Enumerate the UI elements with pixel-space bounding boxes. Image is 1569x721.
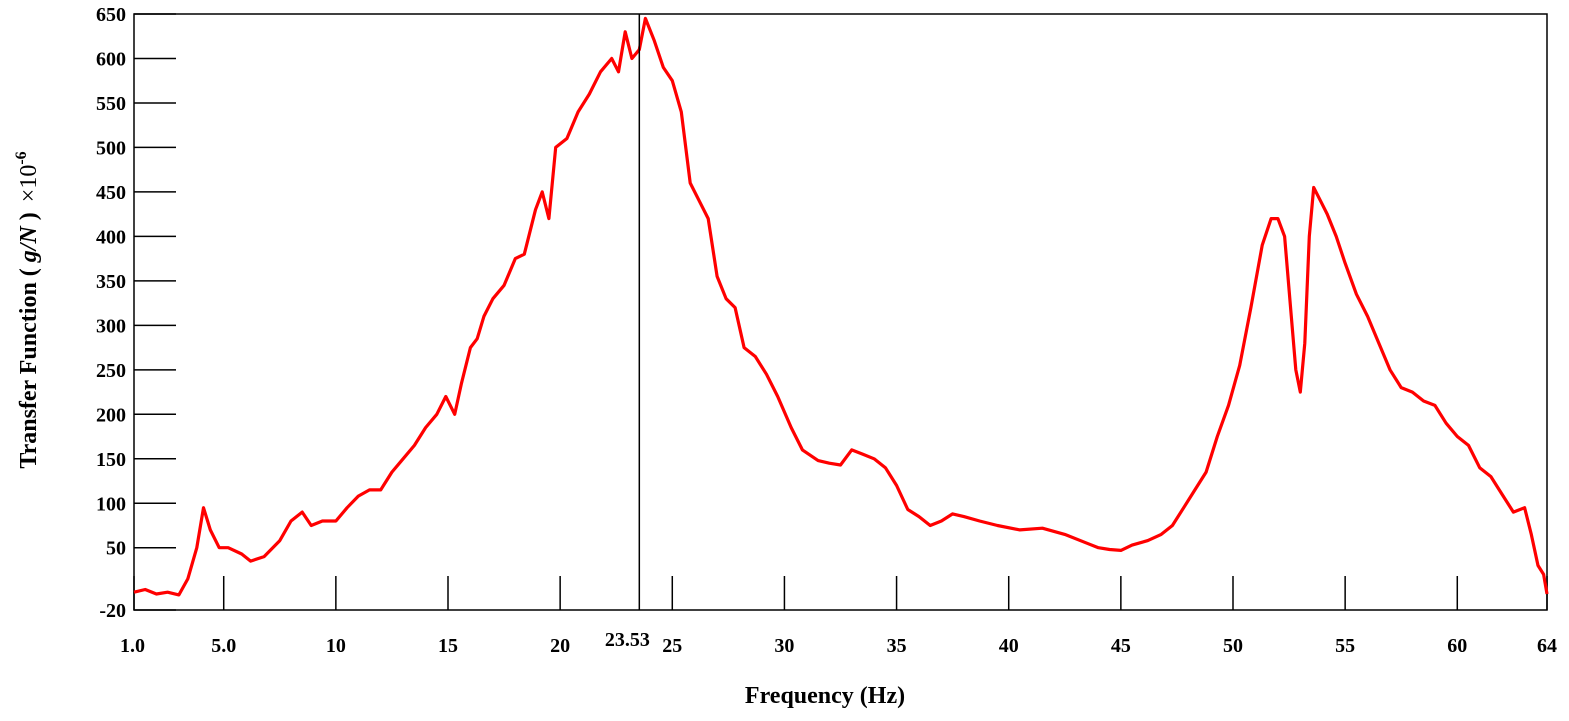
y-tick-label: -20	[99, 600, 126, 622]
y-tick-label: 550	[96, 93, 126, 115]
transfer-function-line	[133, 16, 1549, 597]
x-tick-label: 35	[887, 635, 907, 657]
series-layer	[133, 16, 1549, 597]
plot-frame	[133, 13, 1548, 611]
x-tick-label: 40	[999, 635, 1019, 657]
x-tick-label: 20	[550, 635, 570, 657]
y-tick-label: 150	[96, 449, 126, 471]
x-axis-ticks: 1.0 5.0 10 15 20 25 30 35 40 45 50 55 60 64	[120, 576, 1557, 657]
y-axis-title-exponent: -6	[13, 151, 30, 164]
frequency-marker: 23.53	[605, 14, 650, 651]
x-axis-title: Frequency (Hz)	[745, 683, 905, 709]
y-tick-label: 50	[106, 538, 126, 560]
x-tick-label: 60	[1447, 635, 1467, 657]
y-tick-label: 650	[96, 4, 126, 26]
y-axis-title-scale: ×10	[16, 165, 42, 203]
x-tick-label: 45	[1111, 635, 1131, 657]
y-axis-ticks: -20 50 100 150 200 250 300 350 400 450 500 550 600 65…	[96, 4, 176, 622]
y-tick-label: 350	[96, 271, 126, 293]
x-tick-label: 15	[438, 635, 458, 657]
axes	[133, 13, 1548, 611]
y-tick-label: 200	[96, 404, 126, 426]
marker-label: 23.53	[605, 629, 650, 651]
y-tick-label: 600	[96, 48, 126, 70]
x-tick-label: 10	[326, 635, 346, 657]
y-tick-label: 250	[96, 360, 126, 382]
x-tick-label: 5.0	[211, 635, 236, 657]
y-axis-title-close: )	[16, 212, 42, 226]
y-tick-label: 450	[96, 182, 126, 204]
x-tick-label: 25	[662, 635, 682, 657]
y-tick-label: 100	[96, 493, 126, 515]
y-tick-label: 300	[96, 315, 126, 337]
x-tick-label: 64	[1537, 635, 1557, 657]
y-axis-title-main: Transfer Function (	[16, 262, 42, 468]
x-tick-label: 50	[1223, 635, 1243, 657]
y-axis-title-var: g/N	[16, 225, 42, 264]
x-tick-label: 55	[1335, 635, 1355, 657]
y-tick-label: 400	[96, 226, 126, 248]
x-tick-label: 1.0	[120, 635, 145, 657]
y-tick-label: 500	[96, 137, 126, 159]
x-tick-label: 30	[774, 635, 794, 657]
y-axis-title: Transfer Function ( g/N ) ×10-6	[13, 151, 42, 468]
